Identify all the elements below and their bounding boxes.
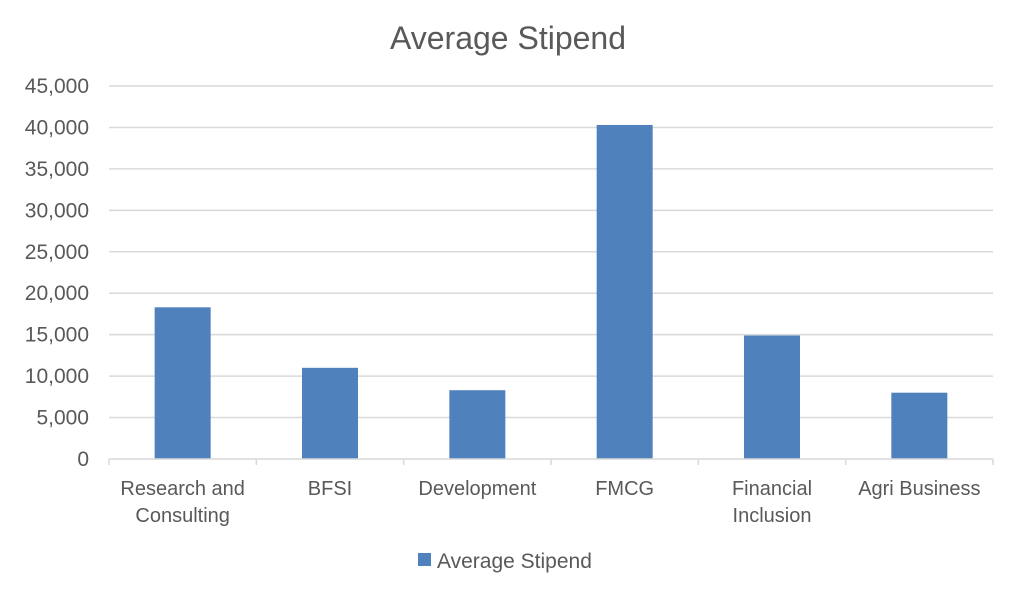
y-tick-label: 45,000: [25, 75, 89, 98]
y-tick-label: 20,000: [25, 282, 89, 305]
bar: [891, 392, 948, 459]
y-tick-label: 35,000: [25, 158, 89, 181]
chart-title: Average Stipend: [390, 20, 626, 56]
legend: Average Stipend: [418, 550, 592, 573]
x-axis-category-labels: Research and Consulting BFSI Development FMC…: [120, 478, 980, 527]
y-tick-label: 40,000: [25, 116, 89, 139]
gridlines: [109, 85, 993, 419]
y-tick-label: 15,000: [25, 324, 89, 347]
x-category-label: Financial: [732, 478, 812, 500]
y-tick-label: 0: [77, 448, 89, 471]
x-axis: [108, 458, 994, 465]
bar: [596, 124, 653, 460]
y-axis-tick-labels: 0 5,000 10,000 15,000 20,000 25,000 30,000 35,0…: [25, 75, 89, 471]
legend-swatch-average-stipend: [418, 553, 431, 566]
bar: [449, 390, 506, 459]
x-category-label: Research and: [120, 478, 245, 500]
bar: [302, 367, 358, 459]
x-category-label: BFSI: [308, 478, 352, 500]
legend-label-average-stipend: Average Stipend: [437, 550, 592, 573]
x-category-label: Development: [418, 478, 536, 500]
bar: [154, 307, 211, 459]
y-tick-label: 25,000: [25, 241, 89, 264]
y-tick-label: 10,000: [25, 365, 89, 388]
bars: [154, 124, 948, 460]
x-category-label: Inclusion: [733, 505, 812, 527]
x-category-label: Consulting: [135, 505, 230, 527]
x-category-label: FMCG: [595, 478, 654, 500]
y-tick-label: 5,000: [36, 407, 89, 430]
bar: [744, 335, 800, 459]
x-category-label: Agri Business: [858, 478, 980, 500]
y-tick-label: 30,000: [25, 199, 89, 222]
